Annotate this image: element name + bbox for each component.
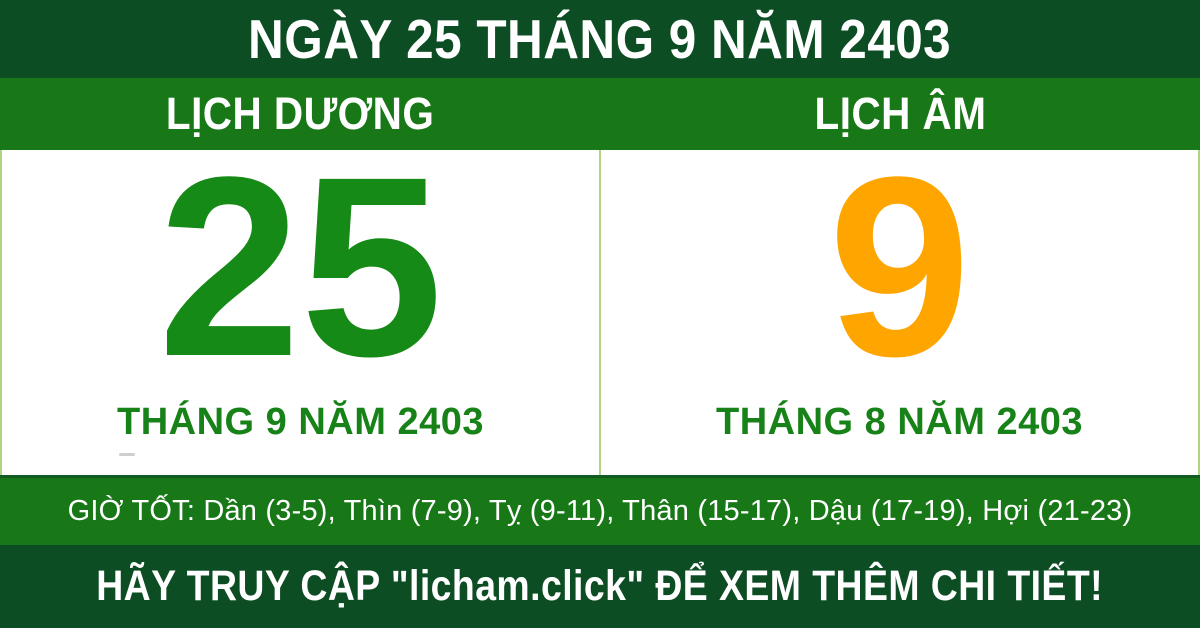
lunar-month-year-label: THÁNG 8 NĂM 2403 (716, 401, 1083, 443)
solar-header: LỊCH DƯƠNG (0, 78, 600, 150)
page-title: NGÀY 25 THÁNG 9 NĂM 2403 (248, 8, 952, 70)
lunar-header-label: LỊCH ÂM (814, 88, 986, 139)
solar-header-label: LỊCH DƯƠNG (165, 88, 435, 139)
cta-text: HÃY TRUY CẬP "licham.click" ĐỂ XEM THÊM … (96, 562, 1104, 610)
smudge-mark (119, 453, 135, 456)
calendar-type-header: LỊCH DƯƠNG LỊCH ÂM (0, 78, 1200, 150)
good-hours-bar: GIỜ TỐT: Dần (3-5), Thìn (7-9), Tỵ (9-11… (0, 475, 1200, 545)
solar-month-year-label: THÁNG 9 NĂM 2403 (117, 401, 484, 443)
lunar-panel: 9 THÁNG 8 NĂM 2403 (601, 124, 1198, 475)
lunar-header: LỊCH ÂM (600, 78, 1200, 150)
date-header-band: NGÀY 25 THÁNG 9 NĂM 2403 (0, 0, 1200, 78)
footer-banner: HÃY TRUY CẬP "licham.click" ĐỂ XEM THÊM … (0, 545, 1200, 628)
solar-day-number: 25 (158, 124, 443, 410)
lunar-day-number: 9 (828, 124, 971, 410)
good-hours-text: GIỜ TỐT: Dần (3-5), Thìn (7-9), Tỵ (9-11… (67, 495, 1133, 527)
day-panels: 25 THÁNG 9 NĂM 2403 9 THÁNG 8 NĂM 2403 (0, 124, 1200, 475)
solar-panel: 25 THÁNG 9 NĂM 2403 (2, 124, 601, 475)
